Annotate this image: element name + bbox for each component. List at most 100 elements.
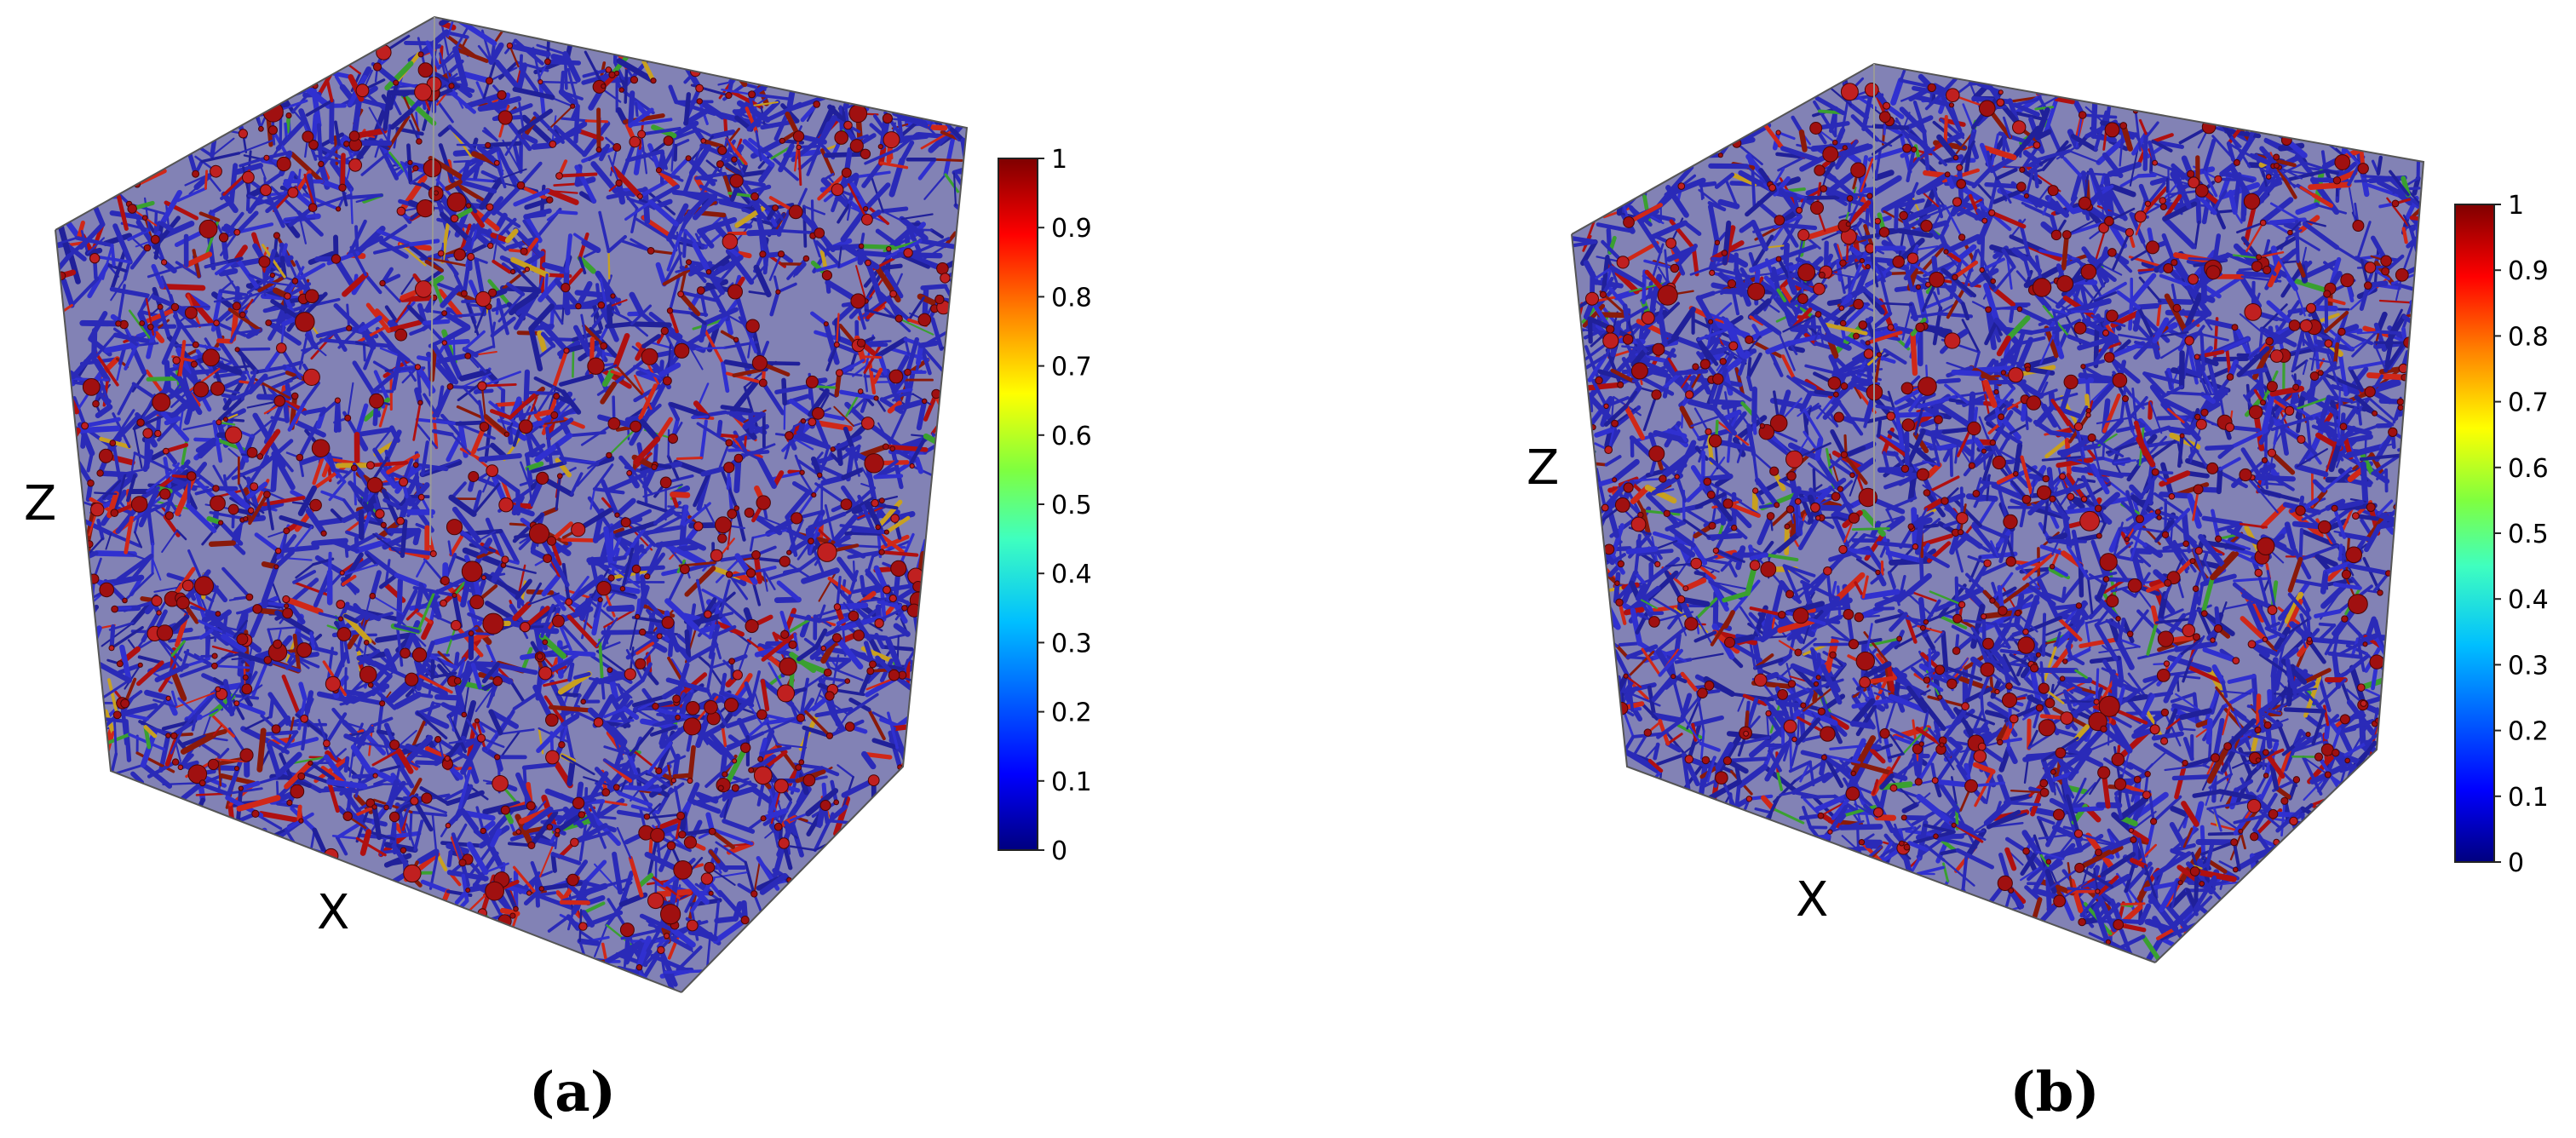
network-throat [679, 504, 689, 530]
network-pore [515, 829, 521, 835]
network-pore [276, 156, 291, 172]
network-throat [748, 408, 755, 434]
network-throat [621, 239, 653, 253]
network-pore [889, 445, 895, 452]
network-pore [777, 684, 795, 703]
network-pore [725, 439, 733, 447]
network-pore [704, 700, 718, 715]
network-throat [121, 780, 143, 791]
network-throat [745, 450, 770, 456]
network-pore [687, 778, 693, 785]
network-throat [315, 517, 345, 526]
network-pore [211, 652, 218, 659]
network-throat [340, 152, 346, 191]
network-pore [116, 660, 124, 668]
network-pore [696, 286, 705, 295]
network-pore [727, 284, 743, 300]
network-throat [642, 483, 683, 498]
network-pore [597, 301, 606, 309]
network-throat [400, 93, 437, 126]
pore-network-b [1572, 64, 2424, 963]
network-pore [526, 890, 532, 896]
network-pore [894, 314, 903, 323]
network-pore [745, 319, 760, 333]
network-pore [657, 945, 665, 955]
network-pore [869, 660, 877, 669]
network-pore [607, 667, 613, 673]
network-pore [371, 804, 377, 810]
network-pore [236, 633, 249, 646]
network-throat [601, 629, 646, 635]
network-throat [676, 945, 703, 972]
network-pore [136, 418, 145, 427]
network-pore [92, 399, 100, 408]
network-throat [819, 766, 840, 777]
network-throat [432, 702, 457, 709]
network-throat [833, 831, 871, 839]
network-throat [289, 152, 325, 184]
network-pore [934, 294, 945, 305]
network-pore [96, 469, 104, 477]
network-pore [683, 717, 702, 736]
network-pore [477, 381, 487, 391]
network-pore [304, 289, 319, 304]
network-throat [595, 283, 601, 302]
network-throat [590, 161, 618, 194]
network-pore [674, 342, 690, 359]
network-pore [643, 813, 651, 820]
network-pore [878, 549, 885, 555]
network-pore [380, 521, 387, 529]
network-pore [109, 440, 117, 446]
network-throat [219, 773, 256, 786]
network-pore [467, 252, 475, 262]
network-pore [344, 414, 352, 422]
network-pore [656, 633, 663, 640]
network-pore [152, 393, 171, 412]
network-pore [756, 709, 768, 720]
network-pore [258, 256, 271, 268]
network-pore [864, 453, 884, 474]
network-throat [904, 337, 911, 355]
network-throat [612, 40, 618, 65]
network-throat [157, 636, 183, 672]
network-pore [888, 369, 904, 384]
network-pore [503, 431, 510, 437]
network-pore [520, 621, 531, 633]
network-pore [273, 639, 283, 649]
network-throat [588, 144, 610, 162]
network-pore [830, 446, 836, 452]
network-pore [833, 603, 842, 611]
network-throat [891, 722, 926, 732]
network-throat [505, 69, 520, 90]
network-pore [823, 321, 829, 327]
network-pore [177, 764, 184, 771]
network-pore [460, 290, 468, 297]
panel-b: Z X 00.10.20.30.40.50.60.70.80.91 [1527, 62, 2549, 963]
network-throat [144, 689, 171, 702]
network-pore [867, 774, 880, 786]
network-throat [124, 572, 154, 602]
network-pore [127, 204, 137, 214]
network-throat [240, 726, 274, 745]
network-pore [825, 732, 834, 739]
network-throat [110, 625, 144, 650]
network-throat [440, 22, 450, 56]
network-throat [670, 491, 691, 498]
network-pore [886, 246, 892, 252]
network-pore [668, 433, 678, 444]
network-throat [600, 479, 620, 518]
network-pore [210, 164, 222, 178]
network-pore [936, 262, 949, 275]
network-pore [745, 568, 756, 578]
network-throat [561, 754, 595, 776]
network-pore [641, 348, 658, 365]
network-pore [717, 533, 727, 543]
network-pore [760, 815, 767, 822]
network-pore [403, 864, 422, 883]
network-pore [666, 307, 674, 314]
network-throat [721, 361, 730, 394]
network-pore [290, 392, 299, 400]
network-pore [190, 360, 198, 368]
network-throat [851, 527, 889, 535]
